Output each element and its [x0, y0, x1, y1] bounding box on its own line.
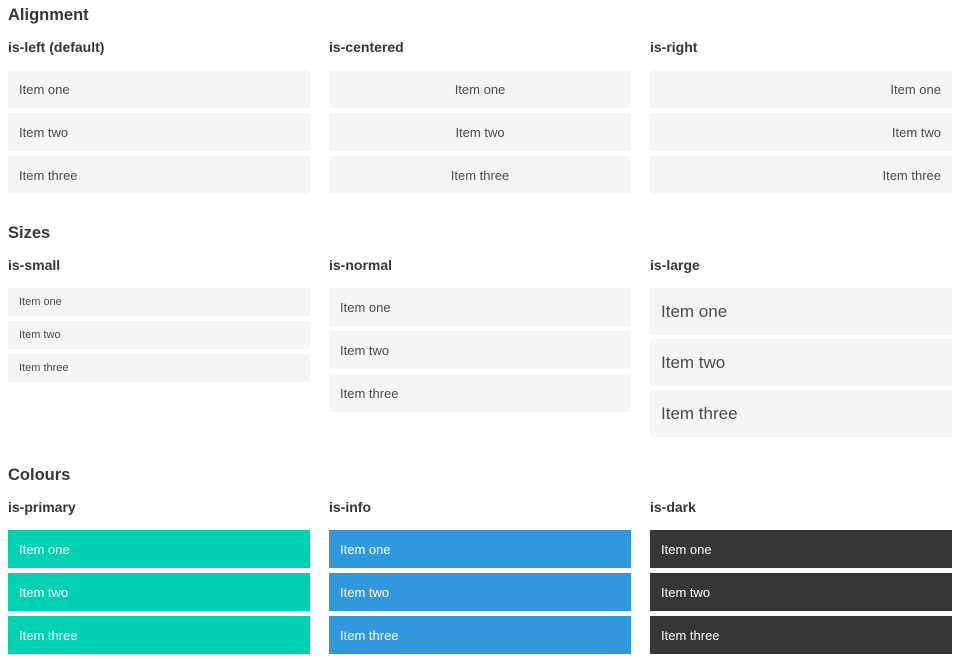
list-item: Item two [650, 339, 952, 386]
alignment-row: is-left (default) Item one Item two Item… [8, 39, 952, 199]
list-item: Item three [329, 616, 631, 654]
list-item: Item two [8, 321, 310, 349]
list-item: Item three [650, 156, 952, 194]
alignment-centered-column: is-centered Item one Item two Item three [329, 39, 631, 199]
list-item: Item two [329, 573, 631, 611]
list-is-large: Item one Item two Item three [650, 288, 952, 437]
list-is-small: Item one Item two Item three [8, 288, 310, 382]
colours-primary-column: is-primary Item one Item two Item three [8, 499, 310, 659]
list-item: Item three [8, 156, 310, 194]
list-is-primary: Item one Item two Item three [8, 530, 310, 654]
section-sizes: Sizes is-small Item one Item two Item th… [8, 223, 952, 441]
column-label: is-right [650, 39, 698, 55]
list-is-info: Item one Item two Item three [329, 530, 631, 654]
alignment-right-column: is-right Item one Item two Item three [650, 39, 952, 199]
alignment-left-column: is-left (default) Item one Item two Item… [8, 39, 310, 199]
list-item: Item two [329, 113, 631, 151]
list-item: Item three [329, 156, 631, 194]
section-alignment: Alignment is-left (default) Item one Ite… [8, 5, 952, 199]
section-title: Colours [8, 466, 71, 484]
list-item: Item three [650, 390, 952, 437]
column-label: is-small [8, 257, 61, 273]
colours-info-column: is-info Item one Item two Item three [329, 499, 631, 659]
list-item: Item one [329, 288, 631, 326]
colours-dark-column: is-dark Item one Item two Item three [650, 499, 952, 659]
sizes-small-column: is-small Item one Item two Item three [8, 257, 310, 387]
column-label: is-info [329, 499, 371, 515]
component-showcase-page: Alignment is-left (default) Item one Ite… [8, 5, 952, 659]
section-title: Sizes [8, 224, 51, 242]
list-item: Item three [329, 374, 631, 412]
list-is-centered: Item one Item two Item three [329, 70, 631, 194]
list-item: Item two [650, 113, 952, 151]
sizes-large-column: is-large Item one Item two Item three [650, 257, 952, 441]
column-label: is-large [650, 257, 700, 273]
list-item: Item two [650, 573, 952, 611]
list-item: Item one [329, 530, 631, 568]
list-is-normal: Item one Item two Item three [329, 288, 631, 412]
list-is-left: Item one Item two Item three [8, 70, 310, 194]
list-item: Item one [8, 530, 310, 568]
list-is-dark: Item one Item two Item three [650, 530, 952, 654]
sizes-normal-column: is-normal Item one Item two Item three [329, 257, 631, 417]
list-item: Item one [8, 70, 310, 108]
section-colours: Colours is-primary Item one Item two Ite… [8, 465, 952, 659]
column-label: is-centered [329, 39, 404, 55]
list-item: Item one [8, 288, 310, 316]
list-item: Item two [8, 113, 310, 151]
list-is-right: Item one Item two Item three [650, 70, 952, 194]
list-item: Item three [650, 616, 952, 654]
section-title: Alignment [8, 6, 89, 24]
colours-row: is-primary Item one Item two Item three … [8, 499, 952, 659]
list-item: Item two [329, 331, 631, 369]
list-item: Item three [8, 354, 310, 382]
list-item: Item three [8, 616, 310, 654]
list-item: Item two [8, 573, 310, 611]
list-item: Item one [650, 288, 952, 335]
column-label: is-dark [650, 499, 696, 515]
list-item: Item one [650, 530, 952, 568]
list-item: Item one [650, 70, 952, 108]
sizes-row: is-small Item one Item two Item three is… [8, 257, 952, 441]
column-label: is-primary [8, 499, 76, 515]
column-label: is-left (default) [8, 39, 105, 55]
list-item: Item one [329, 70, 631, 108]
column-label: is-normal [329, 257, 393, 273]
